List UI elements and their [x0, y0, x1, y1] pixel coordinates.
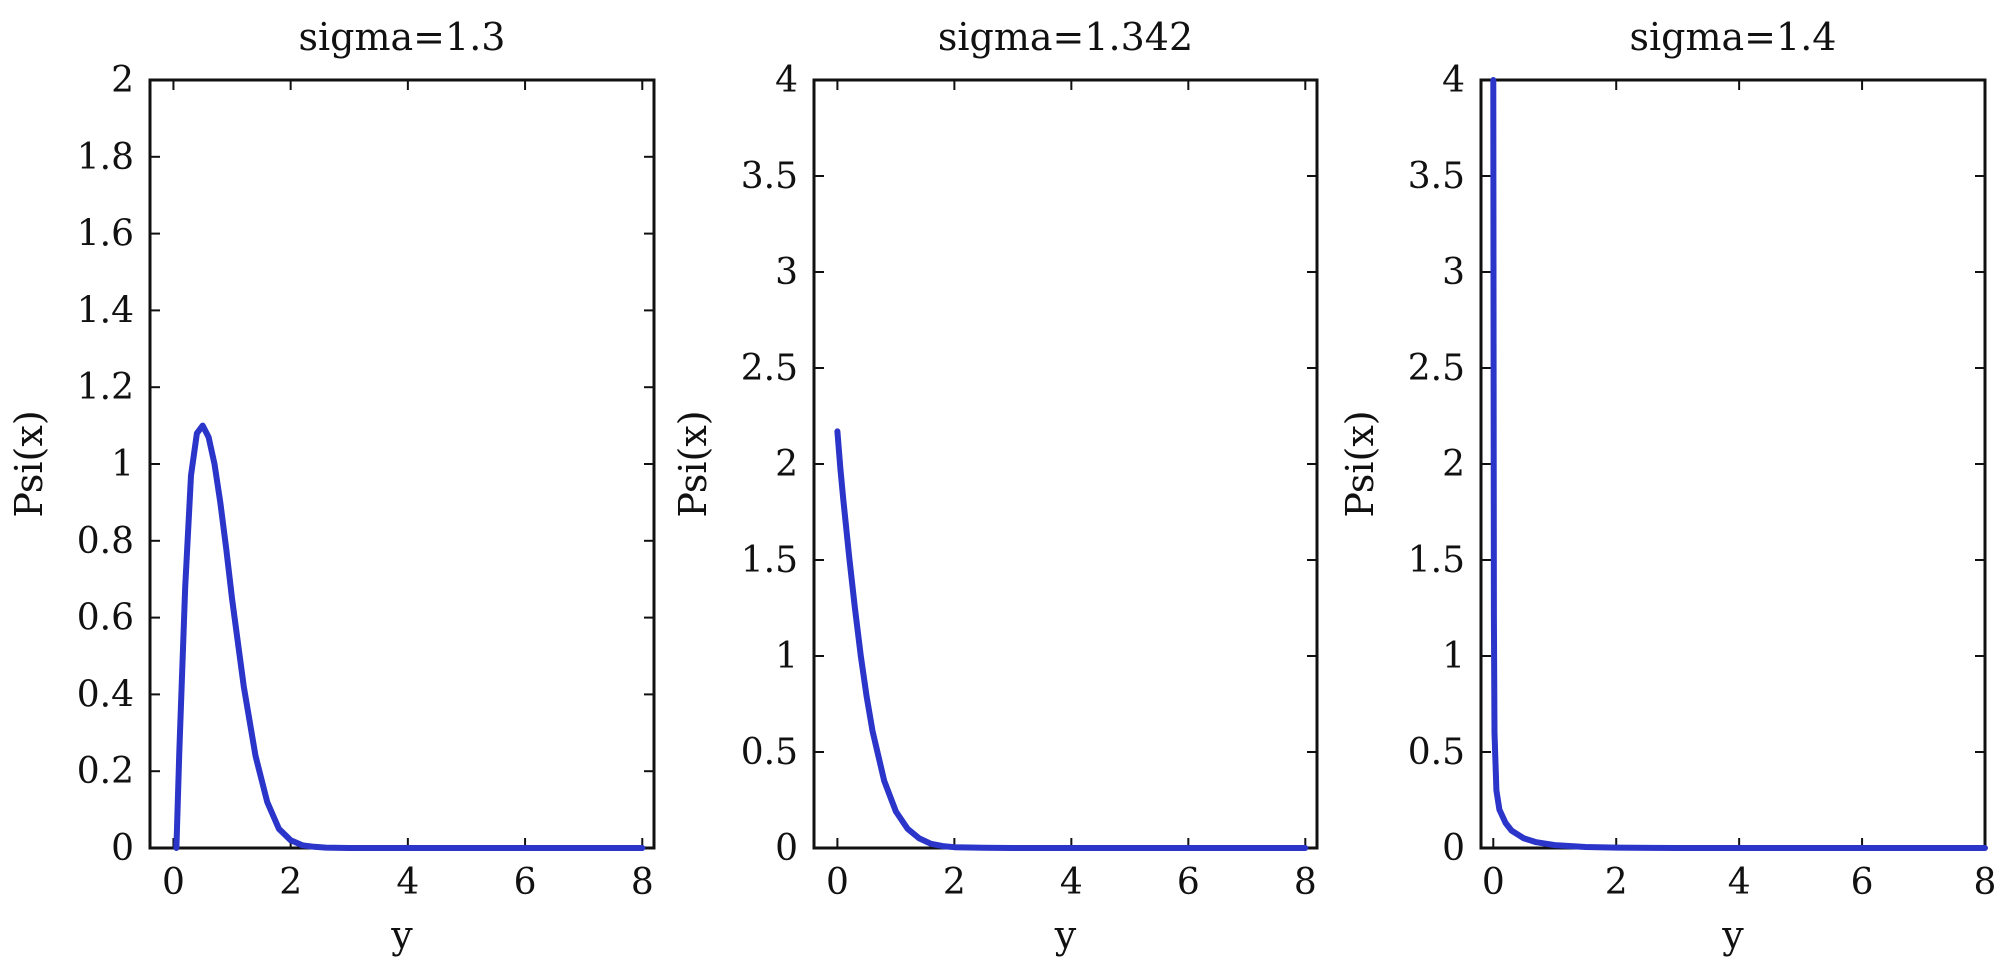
y-tick-label: 2.5: [741, 348, 798, 389]
y-tick-label: 4: [1442, 60, 1465, 101]
y-tick-label: 1.2: [77, 367, 134, 408]
x-axis-label: y: [390, 913, 413, 957]
chart-title: sigma=1.4: [1630, 15, 1837, 59]
plot-frame: [812, 78, 1319, 850]
y-tick-label: 2.5: [1408, 348, 1465, 389]
y-tick-label: 0: [111, 828, 134, 869]
y-tick-label: 0.2: [77, 751, 134, 792]
y-tick-label: 1.5: [741, 540, 798, 581]
x-axis-label: y: [1054, 913, 1077, 957]
y-tick-label: 1: [111, 444, 134, 485]
y-tick-label: 1.8: [77, 137, 134, 178]
y-tick-label: 1.5: [1408, 540, 1465, 581]
x-tick-label: 6: [1177, 862, 1200, 903]
chart-panel-3: 0 0.5 1 1.5 2 2.5 3 3.5 4 0 2 4 6 8 sigma=1.4 y Psi(x): [1338, 15, 1996, 957]
x-axis-label: y: [1721, 913, 1744, 957]
y-tick-label: 0: [775, 828, 798, 869]
series-line-1: [834, 428, 1309, 851]
y-tick-label: 3.5: [741, 156, 798, 197]
x-tick-label: 8: [631, 862, 654, 903]
y-tick-label: 3: [1442, 252, 1465, 293]
plot-frame: [148, 78, 656, 850]
y-tick-label: 2: [1442, 444, 1465, 485]
y-tick-label: 0: [1442, 828, 1465, 869]
x-tick-label: 0: [826, 862, 849, 903]
y-tick-label: 0.5: [1408, 732, 1465, 773]
y-tick-label: 2: [111, 60, 134, 101]
chart-title: sigma=1.3: [299, 15, 506, 59]
x-tick-label: 6: [1851, 862, 1874, 903]
y-tick-label: 1.6: [77, 214, 134, 255]
y-tick-label: 2: [775, 444, 798, 485]
y-axis-label: Psi(x): [671, 410, 715, 517]
chart-title: sigma=1.342: [938, 15, 1193, 59]
y-axis-label: Psi(x): [7, 410, 51, 517]
y-tick-label: 0.6: [77, 598, 134, 639]
x-tick-label: 6: [514, 862, 537, 903]
chart-panel-1: 0 0.2 0.4 0.6 0.8 1 1.2 1.4 1.6 1.8 2 0 2 4 6 8 sigma=1.…: [7, 15, 656, 957]
y-tick-label: 0.8: [77, 521, 134, 562]
y-tick-label: 1: [1442, 636, 1465, 677]
x-tick-label: 4: [1060, 862, 1083, 903]
y-tick-label: 3.5: [1408, 156, 1465, 197]
chart-panel-2: 0 0.5 1 1.5 2 2.5 3 3.5 4 0 2 4 6 8 sigma=1.342 y Psi(x): [671, 15, 1319, 957]
y-tick-label: 0.5: [741, 732, 798, 773]
x-tick-label: 0: [162, 862, 185, 903]
x-tick-label: 4: [1728, 862, 1751, 903]
x-tick-label: 0: [1482, 862, 1505, 903]
x-tick-label: 2: [279, 862, 302, 903]
x-tick-label: 2: [943, 862, 966, 903]
series-line-1: [1490, 77, 1988, 851]
y-tick-label: 3: [775, 252, 798, 293]
y-tick-label: 1: [775, 636, 798, 677]
y-tick-label: 4: [775, 60, 798, 101]
x-tick-label: 8: [1974, 862, 1997, 903]
x-tick-label: 8: [1294, 862, 1317, 903]
y-tick-label: 0.4: [77, 674, 134, 715]
y-axis-label: Psi(x): [1338, 410, 1382, 517]
plot-frame: [1479, 78, 1987, 850]
x-tick-label: 2: [1605, 862, 1628, 903]
series-line-1: [173, 422, 646, 851]
x-tick-label: 4: [396, 862, 419, 903]
y-tick-label: 1.4: [77, 290, 134, 331]
